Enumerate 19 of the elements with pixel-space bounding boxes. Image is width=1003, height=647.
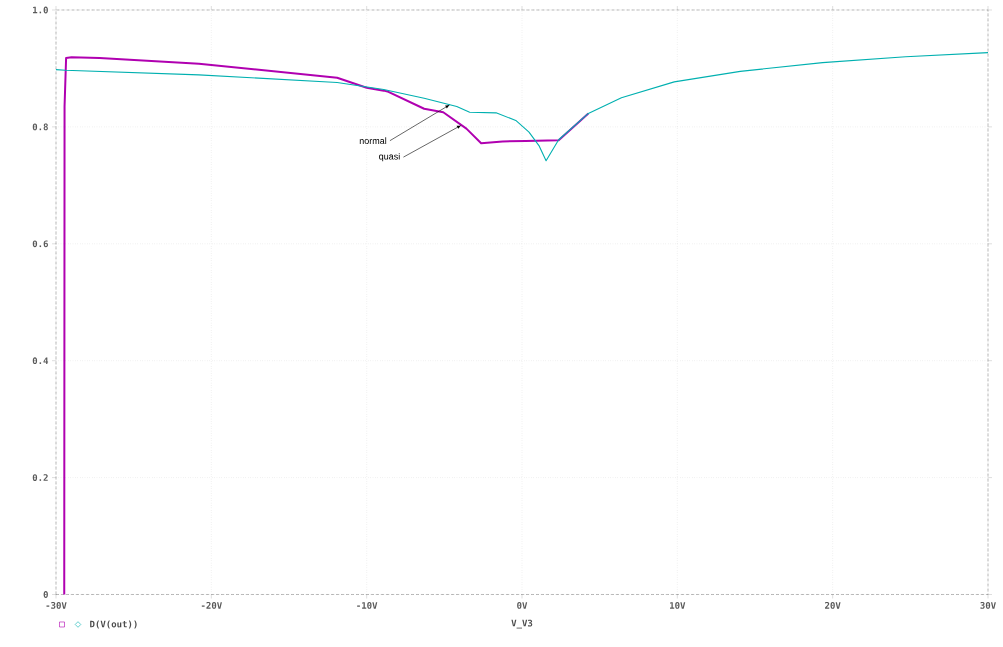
x-tick-label: 20V xyxy=(825,602,841,609)
y-tick-label: 0.6 xyxy=(32,240,48,248)
x-tick-label: -30V xyxy=(46,602,67,609)
x-axis-title: V_V3 xyxy=(511,619,533,629)
x-tick-label: -20V xyxy=(201,602,222,609)
x-tick-label: -10V xyxy=(357,602,378,609)
line-series xyxy=(55,52,989,162)
y-tick-label: 0 xyxy=(43,591,48,598)
x-tick-label: 10V xyxy=(670,602,686,609)
annotation: normal xyxy=(359,137,387,144)
y-tick-label: 1.0 xyxy=(33,6,48,14)
annotation: quasi xyxy=(379,152,400,162)
line-series xyxy=(63,56,590,596)
y-tick-label: 0.4 xyxy=(32,357,49,365)
text: D(V(out)) xyxy=(90,620,137,629)
y-tick-label: 0.8 xyxy=(32,123,48,131)
x-tick-label: 0V xyxy=(517,602,528,609)
y-tick-label: 0.2 xyxy=(32,474,48,481)
x-tick-label: 30V xyxy=(980,602,996,609)
